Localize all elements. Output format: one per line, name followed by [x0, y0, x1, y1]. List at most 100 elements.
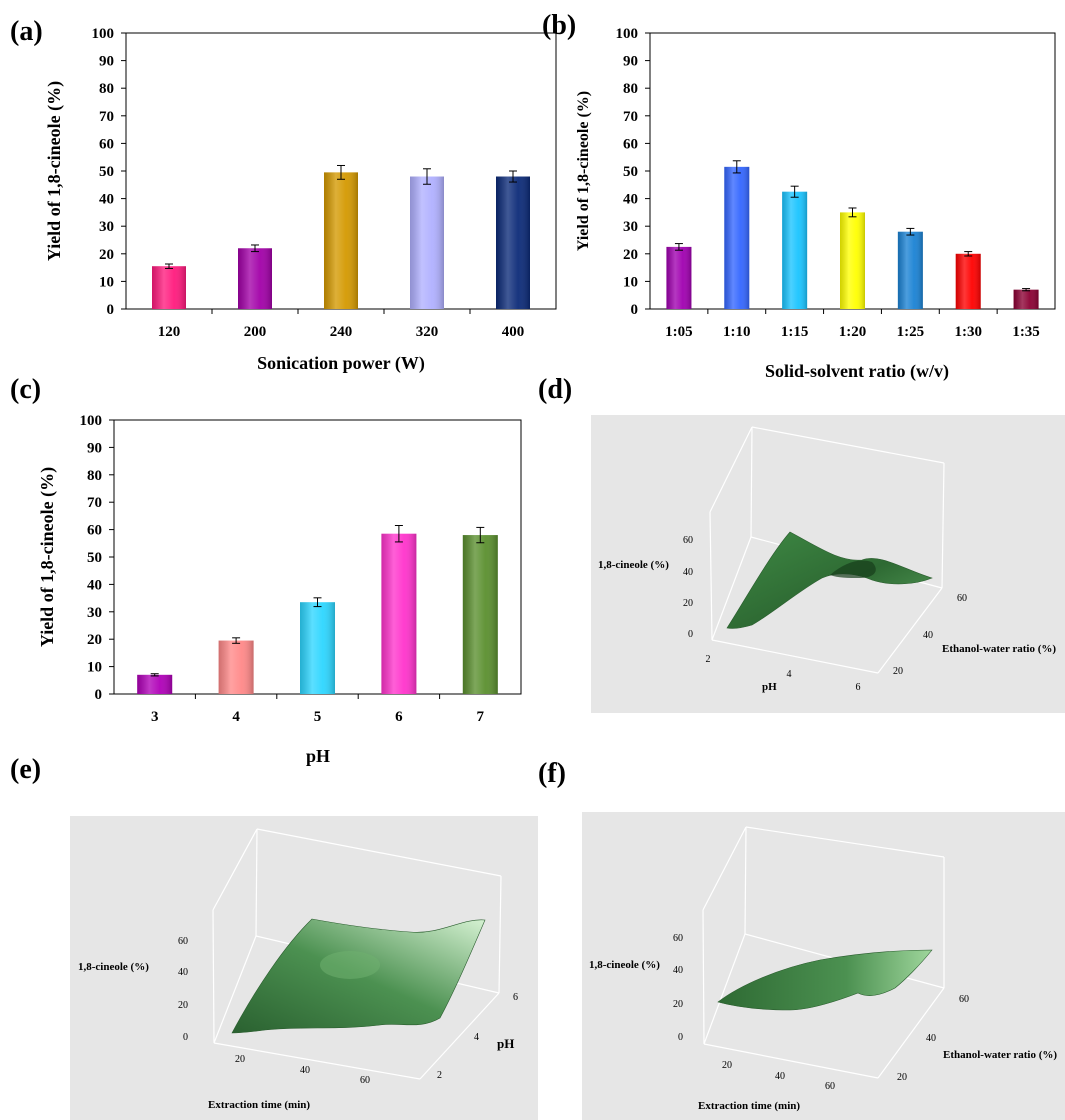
panel-f-z-ticks: 0 20 40 60 — [673, 933, 683, 1043]
z-tick-label: 40 — [683, 567, 693, 578]
bar-shading — [724, 166, 750, 309]
bar-shading — [324, 172, 358, 309]
bar-shading — [955, 253, 981, 309]
panel-a-y-axis-label: Yield of 1,8-cineole (%) — [44, 81, 65, 261]
bar-shading — [300, 602, 335, 694]
y-tick-label: 20 — [623, 247, 638, 263]
y-tick-label: 80 — [87, 468, 102, 484]
panel-f-x-ticks: 20 40 60 — [722, 1060, 835, 1092]
y-tick-label: 100 — [92, 26, 115, 42]
z-tick-label: 0 — [688, 629, 693, 640]
x-tick-label: 1:05 — [665, 324, 693, 340]
x-tick-label: 1:30 — [954, 324, 982, 340]
y-tick-label: 0 — [95, 687, 103, 703]
y-tick-label: 10 — [623, 274, 638, 290]
panel-f-y-axis-label: Ethanol-water ratio (%) — [943, 1049, 1057, 1061]
y-tick-label: 20 — [99, 247, 114, 263]
bar-shading — [238, 248, 272, 309]
x-tick-label: 20 — [235, 1054, 245, 1065]
bar-shading — [410, 176, 444, 309]
x-tick-label: 20 — [722, 1060, 732, 1071]
panel-a-letter: (a) — [10, 16, 43, 47]
bar-shading — [137, 674, 173, 694]
y-tick-label: 20 — [897, 1072, 907, 1083]
y-tick-label: 90 — [623, 54, 638, 70]
bar-shading — [840, 212, 865, 309]
panel-f-y-ticks: 20 40 60 — [897, 994, 969, 1083]
z-tick-label: 40 — [178, 967, 188, 978]
y-tick-label: 100 — [80, 413, 103, 429]
x-tick-label: 40 — [300, 1065, 310, 1076]
panel-e-letter: (e) — [10, 754, 41, 785]
y-tick-label: 70 — [623, 109, 638, 125]
bar-shading — [218, 640, 254, 694]
z-tick-label: 20 — [673, 999, 683, 1010]
x-tick-label: 1:25 — [897, 324, 925, 340]
y-tick-label: 4 — [474, 1032, 479, 1043]
bar-shading — [462, 535, 498, 694]
panel-c-y-axis-label: Yield of 1,8-cineole (%) — [37, 467, 58, 647]
y-tick-label: 70 — [99, 109, 114, 125]
y-tick-label: 50 — [99, 164, 114, 180]
bar-shading — [666, 246, 692, 309]
panel-c-y-ticks: 0 10 20 30 40 50 60 70 80 90 100 — [80, 413, 114, 703]
y-tick-label: 60 — [959, 994, 969, 1005]
x-tick-label: 6 — [395, 709, 403, 725]
x-tick-label: 6 — [856, 682, 861, 693]
panel-b-bars — [666, 160, 1039, 309]
panel-d-letter: (d) — [538, 374, 572, 405]
bar-shading — [782, 191, 808, 309]
panel-d-y-axis-label: Ethanol-water ratio (%) — [942, 643, 1056, 655]
y-tick-label: 90 — [99, 54, 114, 70]
y-tick-label: 6 — [513, 992, 518, 1003]
z-tick-label: 20 — [178, 1000, 188, 1011]
panel-d-z-ticks: 0 20 40 60 — [683, 535, 693, 640]
panel-e-x-axis-label: Extraction time (min) — [208, 1099, 310, 1111]
panel-f-surface — [717, 949, 933, 1011]
x-tick-label: 7 — [477, 709, 485, 725]
y-tick-label: 60 — [87, 523, 102, 539]
x-tick-label: 3 — [151, 709, 159, 725]
y-tick-label: 2 — [437, 1070, 442, 1081]
panel-b-y-axis-label: Yield of 1,8-cineole (%) — [575, 91, 592, 251]
z-tick-label: 20 — [683, 598, 693, 609]
x-tick-label: 240 — [330, 324, 353, 340]
bar-shading — [897, 231, 923, 309]
y-tick-label: 40 — [923, 630, 933, 641]
x-tick-label: 60 — [360, 1075, 370, 1086]
y-tick-label: 30 — [87, 605, 102, 621]
z-tick-label: 40 — [673, 965, 683, 976]
panel-d-x-ticks: 2 4 6 — [706, 654, 861, 693]
panel-d-surface — [726, 531, 933, 629]
panel-e-x-ticks: 20 40 60 — [235, 1054, 370, 1086]
panel-c-x-axis-label: pH — [306, 746, 330, 766]
panel-b-letter: (b) — [542, 10, 576, 41]
x-tick-label: 1:10 — [723, 324, 751, 340]
panel-c: (c) 0 10 20 30 40 50 60 70 80 90 100 3 4 5 6 7 pH Yiel… — [10, 374, 522, 766]
panel-d-z-axis-label: 1,8-cineole (%) — [598, 559, 669, 571]
y-tick-label: 100 — [616, 26, 639, 42]
x-tick-label: 1:15 — [781, 324, 809, 340]
y-tick-label: 40 — [926, 1033, 936, 1044]
x-tick-label: 5 — [314, 709, 322, 725]
bar-shading — [152, 266, 186, 309]
y-tick-label: 0 — [107, 302, 115, 318]
x-tick-label: 320 — [416, 324, 439, 340]
panel-d-x-axis-label: pH — [762, 681, 777, 693]
x-tick-label: 200 — [244, 324, 267, 340]
x-tick-label: 2 — [706, 654, 711, 665]
panel-d-y-ticks: 20 40 60 — [893, 593, 967, 677]
panel-a-x-ticks: 120 200 240 320 400 — [158, 309, 524, 340]
y-tick-label: 40 — [623, 192, 638, 208]
x-tick-label: 1:20 — [839, 324, 867, 340]
z-tick-label: 0 — [183, 1032, 188, 1043]
panel-d-surface-shadow — [830, 560, 876, 578]
panel-c-x-ticks: 3 4 5 6 7 — [151, 694, 485, 725]
y-tick-label: 10 — [99, 274, 114, 290]
x-tick-label: 120 — [158, 324, 181, 340]
z-tick-label: 60 — [683, 535, 693, 546]
panel-a-x-axis-label: Sonication power (W) — [257, 353, 425, 374]
y-tick-label: 20 — [893, 666, 903, 677]
y-tick-label: 0 — [631, 302, 639, 318]
